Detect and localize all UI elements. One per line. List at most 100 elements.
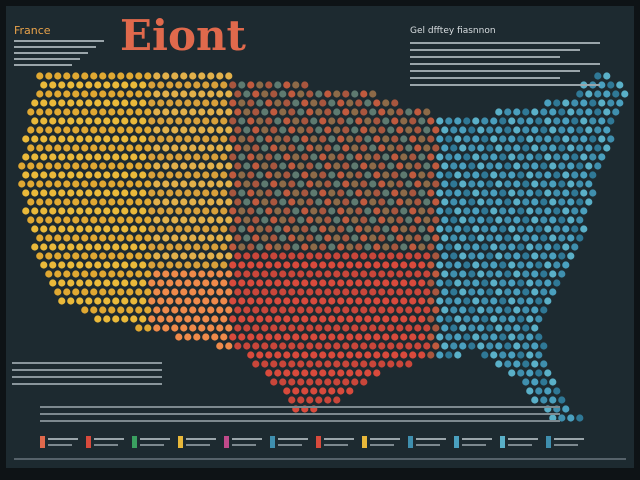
map-dot bbox=[436, 153, 444, 161]
map-dot bbox=[418, 135, 426, 143]
map-dot bbox=[481, 189, 489, 197]
map-dot bbox=[265, 99, 273, 107]
map-dot bbox=[31, 153, 39, 161]
map-dot bbox=[144, 180, 152, 188]
map-dot bbox=[45, 108, 53, 116]
map-dot bbox=[315, 342, 323, 350]
legend-swatch bbox=[408, 436, 413, 448]
map-dot bbox=[553, 207, 561, 215]
map-dot bbox=[607, 81, 615, 89]
map-dot bbox=[130, 117, 138, 125]
map-dot bbox=[67, 117, 75, 125]
map-dot bbox=[400, 261, 408, 269]
map-dot bbox=[535, 189, 543, 197]
map-dot bbox=[454, 117, 462, 125]
map-dot bbox=[225, 234, 233, 242]
map-dot bbox=[283, 261, 291, 269]
map-dot bbox=[256, 315, 264, 323]
map-dot bbox=[229, 261, 237, 269]
map-dot bbox=[306, 306, 314, 314]
map-dot bbox=[369, 306, 377, 314]
map-dot bbox=[76, 207, 84, 215]
map-dot bbox=[40, 99, 48, 107]
map-dot bbox=[90, 216, 98, 224]
map-dot bbox=[396, 216, 404, 224]
map-dot bbox=[472, 315, 480, 323]
map-dot bbox=[414, 324, 422, 332]
map-dot bbox=[409, 117, 417, 125]
map-dot bbox=[454, 225, 462, 233]
map-dot bbox=[486, 180, 494, 188]
map-dot bbox=[90, 162, 98, 170]
map-dot bbox=[202, 153, 210, 161]
map-dot bbox=[337, 207, 345, 215]
map-dot bbox=[369, 360, 377, 368]
map-dot bbox=[400, 171, 408, 179]
map-dot bbox=[310, 153, 318, 161]
map-dot bbox=[292, 81, 300, 89]
map-dot bbox=[495, 234, 503, 242]
map-dot bbox=[594, 108, 602, 116]
map-dot bbox=[351, 90, 359, 98]
map-dot bbox=[148, 153, 156, 161]
map-dot bbox=[54, 216, 62, 224]
map-dot bbox=[324, 90, 332, 98]
map-dot bbox=[346, 135, 354, 143]
map-dot bbox=[292, 243, 300, 251]
map-dot bbox=[198, 144, 206, 152]
map-dot bbox=[247, 99, 255, 107]
map-dot bbox=[72, 126, 80, 134]
map-dot bbox=[274, 117, 282, 125]
map-dot bbox=[256, 117, 264, 125]
map-dot bbox=[103, 135, 111, 143]
map-dot bbox=[382, 333, 390, 341]
text-line bbox=[12, 376, 162, 378]
map-dot bbox=[175, 243, 183, 251]
map-dot bbox=[94, 261, 102, 269]
map-dot bbox=[256, 153, 264, 161]
map-dot bbox=[436, 225, 444, 233]
map-dot bbox=[585, 144, 593, 152]
map-dot bbox=[301, 243, 309, 251]
map-dot bbox=[472, 243, 480, 251]
map-dot bbox=[81, 72, 89, 80]
map-dot bbox=[157, 261, 165, 269]
map-dot bbox=[310, 243, 318, 251]
map-dot bbox=[355, 117, 363, 125]
map-dot bbox=[306, 360, 314, 368]
map-dot bbox=[324, 306, 332, 314]
legend-text-line bbox=[186, 444, 210, 446]
map-dot bbox=[382, 261, 390, 269]
map-dot bbox=[81, 126, 89, 134]
map-dot bbox=[67, 207, 75, 215]
map-dot bbox=[580, 171, 588, 179]
map-dot bbox=[360, 324, 368, 332]
map-dot bbox=[297, 270, 305, 278]
map-dot bbox=[202, 243, 210, 251]
map-dot bbox=[549, 378, 557, 386]
map-dot bbox=[409, 351, 417, 359]
map-dot bbox=[490, 243, 498, 251]
map-dot bbox=[85, 225, 93, 233]
map-dot bbox=[432, 162, 440, 170]
map-dot bbox=[27, 198, 35, 206]
map-dot bbox=[531, 270, 539, 278]
map-dot bbox=[558, 162, 566, 170]
map-dot bbox=[211, 315, 219, 323]
map-dot bbox=[495, 126, 503, 134]
map-dot bbox=[99, 216, 107, 224]
map-dot bbox=[81, 216, 89, 224]
map-dot bbox=[432, 180, 440, 188]
map-dot bbox=[121, 279, 129, 287]
map-dot bbox=[180, 144, 188, 152]
map-dot bbox=[247, 297, 255, 305]
map-dot bbox=[540, 288, 548, 296]
map-dot bbox=[324, 144, 332, 152]
map-dot bbox=[45, 180, 53, 188]
map-dot bbox=[360, 108, 368, 116]
map-dot bbox=[342, 144, 350, 152]
map-dot bbox=[202, 99, 210, 107]
map-dot bbox=[31, 135, 39, 143]
map-dot bbox=[468, 126, 476, 134]
map-dot bbox=[310, 189, 318, 197]
